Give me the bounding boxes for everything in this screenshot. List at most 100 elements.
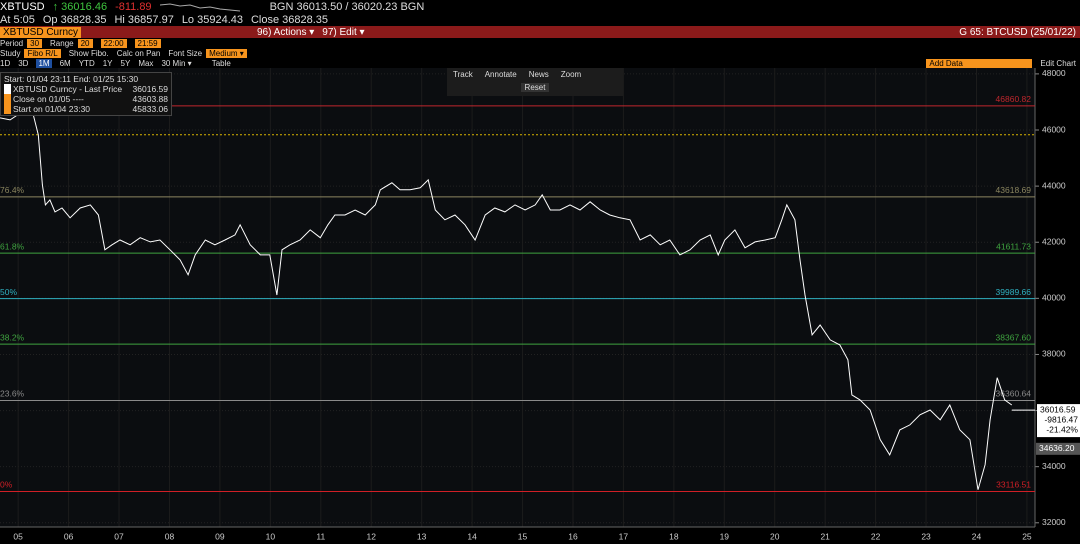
x-tick-label: 24 — [972, 531, 982, 541]
x-tick-label: 07 — [114, 531, 124, 541]
x-tick-label: 19 — [720, 531, 730, 541]
cursor-tag — [1036, 442, 1080, 455]
period-button[interactable]: Max — [138, 58, 154, 68]
change-tag-label: -9816.47 — [1044, 414, 1078, 424]
y-tick-label: 42000 — [1042, 236, 1066, 246]
chart-id: G 65: BTCUSD (25/01/22) — [959, 26, 1076, 38]
range[interactable]: 20 — [77, 38, 93, 48]
fib-price-label: 46860.82 — [996, 94, 1032, 104]
x-tick-label: 20 — [770, 531, 780, 541]
period-button[interactable]: 6M — [59, 58, 71, 68]
period-button[interactable]: YTD — [78, 58, 95, 68]
study-label: Study — [0, 48, 21, 58]
add-data[interactable]: Add Data — [926, 58, 1033, 68]
price-line — [0, 109, 1013, 490]
security[interactable]: XBTUSD Curncy — [0, 26, 81, 38]
fib-level-label: 0% — [0, 480, 13, 490]
period-label: Period — [0, 38, 24, 48]
plot-background — [0, 68, 1035, 527]
y-tick-label: 46000 — [1042, 124, 1066, 134]
y-tick-label: 40000 — [1042, 293, 1066, 303]
x-tick-label: 16 — [568, 531, 578, 541]
axis-background — [1035, 68, 1080, 544]
legend-range: Start: 01/04 23:11 End: 01/25 15:30 — [4, 74, 139, 84]
fib-price-label: 36360.64 — [996, 389, 1032, 399]
legend-name: Close on 01/05 ---- — [4, 94, 84, 104]
bid-ask: BGN 36013.50 / 36020.23 BGN — [269, 1, 425, 13]
close: Close 36828.35 — [250, 14, 329, 26]
tool-button[interactable]: Annotate — [484, 70, 517, 79]
x-tick-label: 06 — [64, 531, 74, 541]
legend-value: 43603.88 — [132, 94, 168, 104]
font-size[interactable]: Medium ▾ — [206, 48, 247, 58]
legend-name: XBTUSD Curncy - Last Price — [4, 84, 122, 94]
quote-bar: XBTUSD ↑ 36016.46 -811.89 BGN 36013.50 /… — [0, 0, 1080, 14]
actions-menu[interactable]: 96) Actions ▾ — [257, 26, 315, 38]
fib-price-label: 39989.66 — [996, 287, 1032, 297]
study[interactable]: Fibo R/L — [24, 48, 61, 58]
legend-name: Start on 01/04 23:30 — [4, 104, 90, 114]
tool-button[interactable]: News — [528, 70, 549, 79]
fib-level-label: 61.8% — [0, 241, 25, 251]
x-tick-label: 09 — [215, 531, 225, 541]
table-button[interactable]: Table — [211, 58, 231, 68]
x-tick-label: 13 — [417, 531, 427, 541]
time: At 5:05 — [0, 14, 35, 26]
range-to[interactable]: 21:59 — [134, 38, 161, 48]
y-tick-label: 48000 — [1042, 68, 1066, 78]
change-tag-label: -21.42% — [1046, 424, 1078, 434]
fib-level-label: 50% — [0, 287, 17, 297]
legend-row: Start on 01/04 23:30 45833.06 — [4, 104, 168, 114]
x-tick-label: 15 — [518, 531, 528, 541]
calc-on-pan[interactable]: Calc on Pan — [116, 48, 161, 58]
net-change: -811.89 — [115, 1, 152, 13]
x-tick-label: 05 — [13, 531, 23, 541]
period-button[interactable]: 1D — [0, 58, 11, 68]
fib-level-label: 38.2% — [0, 332, 25, 342]
fib-level-label: 76.4% — [0, 185, 25, 195]
period-button[interactable]: 1M — [36, 58, 52, 68]
period-button[interactable]: 5Y — [120, 58, 131, 68]
x-tick-label: 11 — [316, 531, 325, 541]
y-tick-label: 32000 — [1042, 517, 1066, 527]
low: Lo 35924.43 — [181, 14, 243, 26]
fib-price-label: 41611.73 — [996, 241, 1031, 251]
edit-chart[interactable]: Edit Chart — [1040, 58, 1076, 68]
period-button[interactable]: 30 Min ▾ — [161, 58, 192, 68]
font-size-label: Font Size — [168, 48, 203, 58]
chart: 3200034000360003800040000420004400046000… — [0, 68, 1080, 544]
reset-button[interactable]: Reset — [520, 83, 550, 92]
study-row: Study Fibo R/L Show Fibo. Calc on Pan Fo… — [0, 48, 1080, 58]
x-tick-label: 12 — [366, 531, 376, 541]
edit-menu[interactable]: 97) Edit ▾ — [322, 26, 365, 38]
legend: Start: 01/04 23:11 End: 01/25 15:30 XBTU… — [0, 72, 172, 116]
fib-price-label: 38367.60 — [996, 332, 1032, 342]
x-tick-label: 23 — [921, 531, 931, 541]
tool-button[interactable]: Track — [453, 70, 473, 79]
tool-button[interactable]: Zoom — [560, 70, 582, 79]
period-button[interactable]: 1Y — [102, 58, 113, 68]
toolbar: XBTUSD Curncy 96) Actions ▾ 97) Edit ▾ G… — [0, 26, 1080, 38]
x-tick-label: 18 — [669, 531, 679, 541]
period[interactable]: 30 — [27, 38, 43, 48]
settings-row: Period 30 Range 20 22:00 21:59 — [0, 38, 1080, 48]
y-tick-label: 44000 — [1042, 180, 1066, 190]
x-tick-label: 21 — [820, 531, 830, 541]
legend-row: Close on 01/05 ---- 43603.88 — [4, 94, 168, 104]
ticker: XBTUSD — [0, 1, 45, 13]
fib-level-label: 23.6% — [0, 389, 25, 399]
last-price-tag-label: 36016.59 — [1040, 404, 1076, 414]
period-button[interactable]: 3D — [18, 58, 29, 68]
x-tick-label: 14 — [467, 531, 477, 541]
x-tick-label: 25 — [1022, 531, 1032, 541]
last-price-tag — [1037, 404, 1080, 438]
sparkline — [159, 3, 240, 12]
fib-price-label: 33116.51 — [996, 480, 1031, 490]
y-tick-label: 38000 — [1042, 349, 1066, 359]
legend-value: 45833.06 — [132, 104, 168, 114]
chart-tools: Track Annotate News Zoom Reset — [447, 68, 623, 96]
show-fibo[interactable]: Show Fibo. — [68, 48, 109, 58]
range-from[interactable]: 22:00 — [100, 38, 127, 48]
y-tick-label: 34000 — [1042, 461, 1066, 471]
